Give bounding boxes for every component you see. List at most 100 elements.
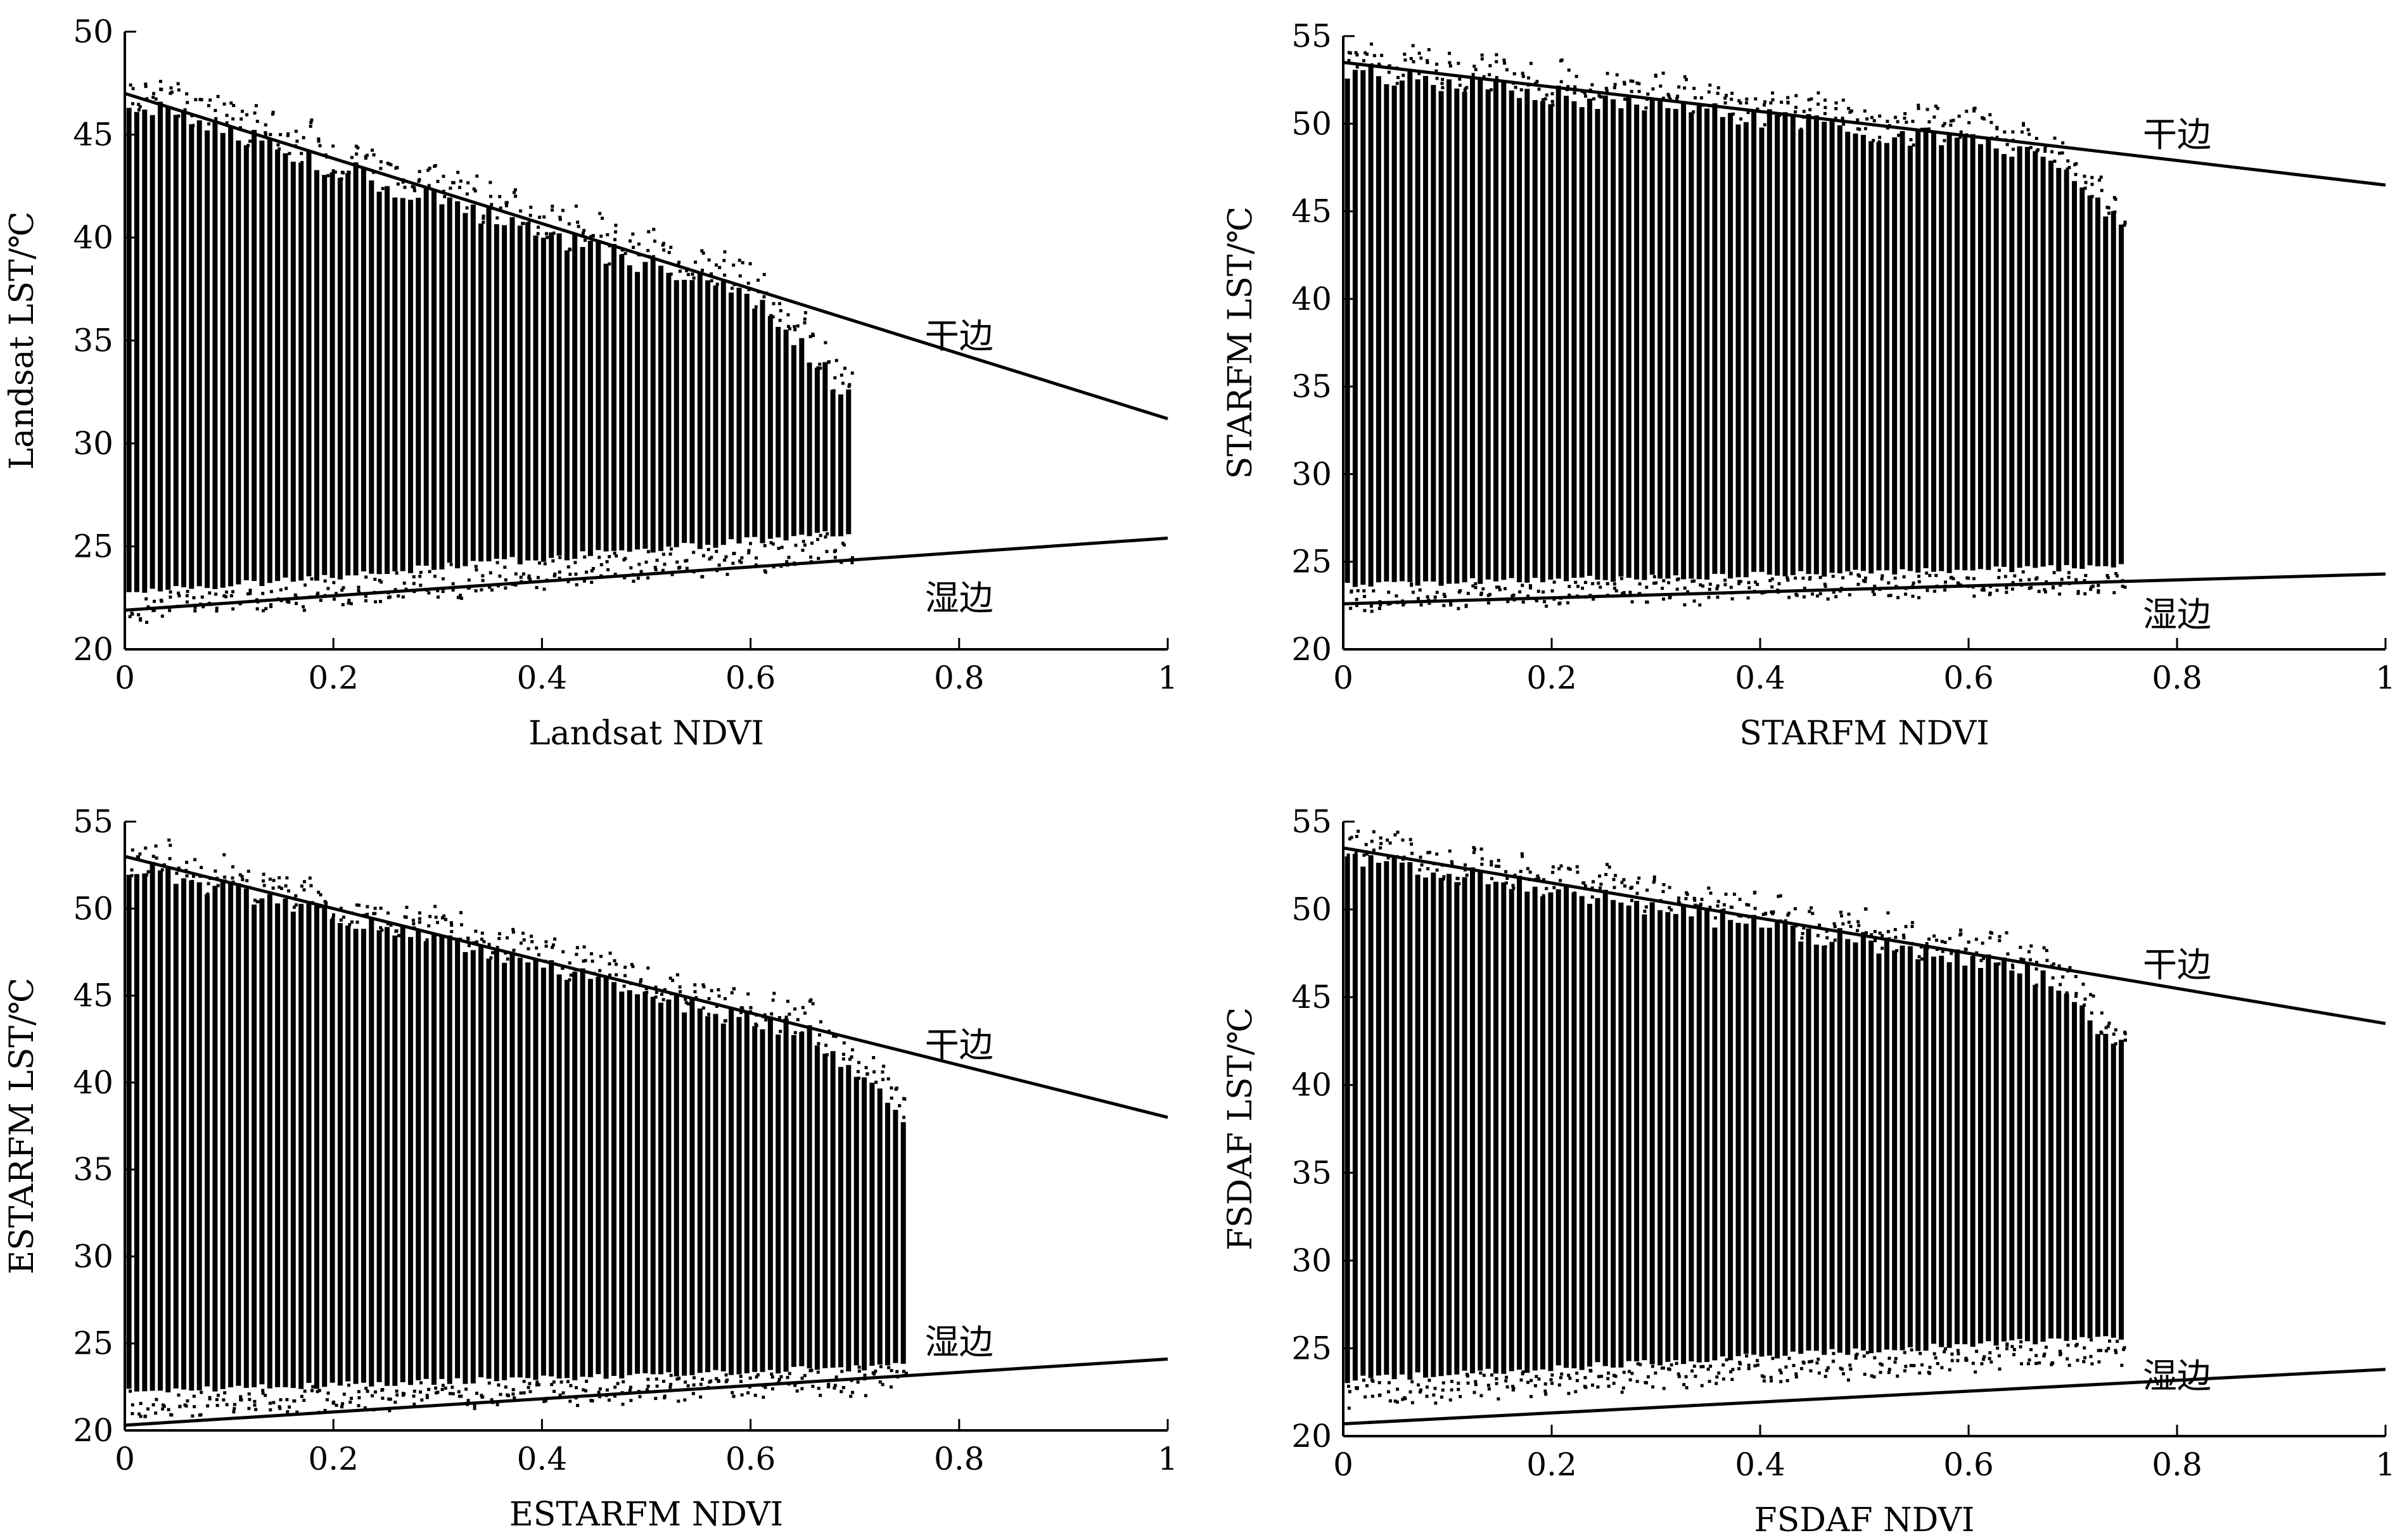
data-point <box>364 594 367 598</box>
data-point <box>724 1373 728 1377</box>
data-point <box>1932 1352 1936 1356</box>
data-point <box>561 1391 565 1395</box>
data-point <box>599 234 603 238</box>
data-point <box>1881 1363 1884 1367</box>
data-point <box>1677 896 1681 900</box>
data-point <box>1362 589 1366 593</box>
data-point <box>412 186 416 189</box>
data-point <box>1761 913 1765 916</box>
data-point <box>608 555 611 559</box>
data-point <box>800 1031 804 1034</box>
data-point <box>223 875 227 879</box>
data-point <box>2005 1347 2009 1351</box>
data-point <box>553 572 557 576</box>
dry-edge-label: 干边 <box>925 1025 993 1065</box>
data-point <box>598 969 602 972</box>
data-point <box>661 998 665 1002</box>
data-point <box>1934 1356 1938 1359</box>
data-point <box>1793 907 1797 910</box>
data-point <box>1848 1363 1852 1367</box>
data-point <box>295 1410 299 1414</box>
data-point <box>201 605 205 609</box>
data-point <box>1700 96 1703 99</box>
x-tick-label: 0.4 <box>1735 659 1785 696</box>
data-point <box>246 592 250 595</box>
y-tick-label: 25 <box>73 528 113 565</box>
data-point <box>247 1392 251 1396</box>
y-tick-label: 40 <box>73 219 113 256</box>
data-point <box>316 593 319 597</box>
data-point <box>1787 1356 1791 1360</box>
data-point <box>2123 1346 2126 1349</box>
data-point <box>731 561 735 565</box>
data-point <box>1474 586 1478 590</box>
data-point <box>366 912 369 916</box>
data-point <box>848 1057 852 1061</box>
data-point <box>1731 112 1735 116</box>
data-point <box>882 1064 886 1068</box>
data-point <box>1442 604 1446 608</box>
data-point <box>137 103 141 106</box>
data-point <box>1435 62 1439 66</box>
data-point <box>427 1387 431 1391</box>
data-point <box>843 366 846 370</box>
data-point <box>740 1393 744 1397</box>
data-point <box>527 1385 530 1389</box>
data-point <box>646 249 650 252</box>
data-point <box>1785 1378 1789 1382</box>
data-point <box>1619 576 1623 580</box>
data-point <box>710 272 713 276</box>
data-point <box>2116 574 2119 578</box>
data-point <box>1675 578 1679 582</box>
data-point <box>544 1399 547 1403</box>
data-point <box>1670 1363 1673 1367</box>
data-point <box>749 542 752 545</box>
data-point <box>1692 110 1696 114</box>
data-point <box>2013 574 2017 578</box>
x-tick-label: 0.8 <box>2152 659 2202 696</box>
data-point <box>723 1019 727 1023</box>
data-point <box>2108 1339 2111 1343</box>
y-tick-label: 35 <box>73 1151 113 1188</box>
data-point <box>1982 957 1985 960</box>
data-point <box>2083 186 2087 190</box>
data-point <box>401 180 405 184</box>
data-point <box>2074 1344 2078 1347</box>
data-point <box>732 987 736 991</box>
data-point <box>1818 923 1822 927</box>
data-point <box>2073 163 2077 167</box>
data-point <box>279 133 282 136</box>
data-point <box>192 1394 196 1398</box>
data-point <box>2022 958 2026 962</box>
data-point <box>1613 582 1616 586</box>
data-point <box>177 1393 181 1397</box>
data-point <box>677 1377 681 1380</box>
data-point <box>662 1380 665 1383</box>
data-point <box>1676 94 1680 98</box>
data-point <box>832 389 836 393</box>
data-point <box>646 1384 650 1388</box>
data-point <box>292 1399 296 1403</box>
data-point <box>1488 73 1491 77</box>
data-point <box>850 371 854 375</box>
data-point <box>206 1404 210 1408</box>
data-point <box>278 1405 281 1409</box>
data-point <box>1708 587 1711 591</box>
data-point <box>536 232 540 236</box>
data-point <box>1441 77 1445 81</box>
data-point <box>2061 975 2065 979</box>
data-point <box>2043 150 2047 153</box>
data-point <box>1856 582 1860 586</box>
data-point <box>1811 912 1815 915</box>
data-point <box>1709 891 1713 895</box>
data-point <box>303 583 307 587</box>
data-point <box>504 586 508 590</box>
data-point <box>1387 70 1391 74</box>
data-point <box>816 1370 820 1374</box>
data-point <box>505 201 509 205</box>
data-point <box>850 561 854 564</box>
data-point <box>420 1398 424 1402</box>
data-point <box>1615 73 1619 77</box>
